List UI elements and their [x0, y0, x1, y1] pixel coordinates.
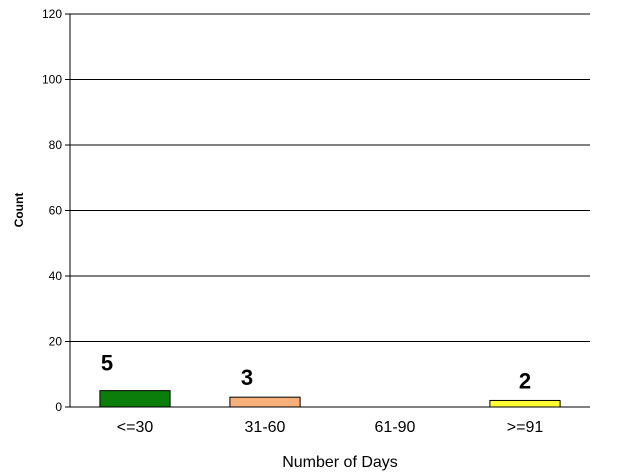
y-tick-label: 120	[42, 7, 62, 21]
bar	[489, 399, 561, 408]
y-tick-label: 20	[49, 335, 63, 349]
y-tick-label: 40	[49, 269, 63, 283]
data-label: 5	[101, 351, 113, 376]
data-label: 3	[241, 365, 253, 390]
y-tick-label: 80	[49, 138, 63, 152]
x-tick-label: <=30	[117, 419, 154, 436]
y-tick-label: 100	[42, 73, 62, 87]
x-tick-label: 31-60	[245, 419, 286, 436]
y-tick-label: 0	[55, 400, 62, 414]
bars	[99, 390, 561, 408]
y-tick-labels: 0 20 40 60 80 100 120	[42, 7, 62, 414]
y-tick-label: 60	[49, 204, 63, 218]
bar	[229, 396, 301, 408]
gridlines	[65, 13, 590, 408]
x-tick-label: 61-90	[375, 419, 416, 436]
data-labels: 5 3 2	[101, 351, 531, 394]
x-tick-labels: <=30 31-60 61-90 >=91	[117, 419, 544, 436]
y-axis-title: Count	[12, 193, 26, 228]
data-label: 2	[519, 368, 531, 393]
x-tick-label: >=91	[507, 419, 544, 436]
bar	[99, 390, 171, 408]
x-axis-title: Number of Days	[282, 454, 398, 471]
